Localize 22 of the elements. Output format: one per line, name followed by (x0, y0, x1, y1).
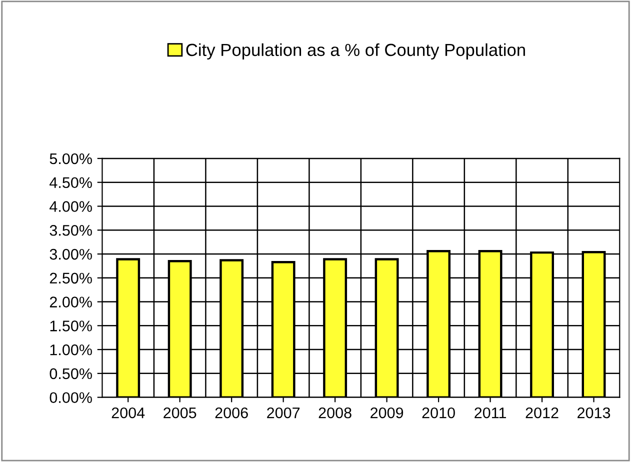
y-tick-label: 3.50% (50, 224, 92, 236)
y-tick-label: 0.00% (50, 392, 92, 404)
y-tick-label: 2.00% (50, 296, 92, 308)
y-tick-label: 1.00% (50, 344, 92, 356)
x-tick-label: 2011 (474, 407, 506, 418)
y-tick-label: 2.50% (50, 272, 92, 284)
x-tick-label: 2009 (370, 407, 404, 418)
x-tick-label: 2012 (526, 407, 558, 418)
legend-label: City Population as a % of County Population (186, 43, 525, 60)
y-tick-label: 4.00% (50, 201, 92, 212)
y-tick-label: 1.50% (50, 320, 92, 332)
x-tick-label: 2004 (112, 407, 145, 418)
x-tick-label: 2010 (422, 407, 455, 418)
y-tick-label: 5.00% (50, 153, 92, 164)
x-tick-label: 2013 (578, 407, 610, 418)
x-tick-label: 2007 (267, 407, 300, 418)
x-tick-label: 2005 (164, 407, 196, 418)
y-tick-label: 0.50% (50, 368, 92, 380)
x-tick-label: 2008 (318, 407, 352, 418)
y-tick-label: 3.00% (50, 248, 92, 260)
y-tick-label: 4.50% (50, 177, 92, 188)
x-tick-label: 2006 (215, 407, 248, 418)
